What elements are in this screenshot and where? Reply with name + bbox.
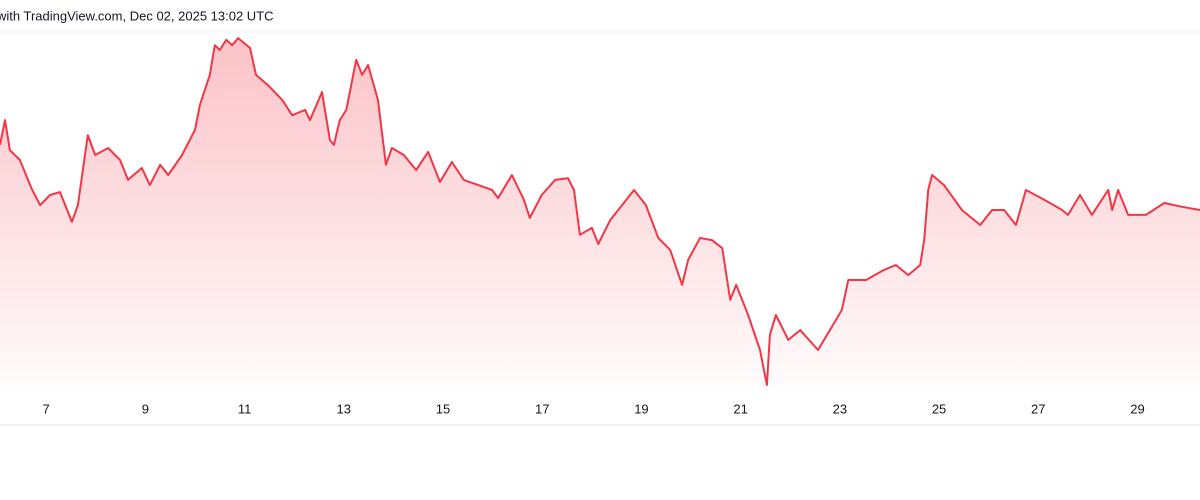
chart-title: with TradingView.com, Dec 02, 2025 13:02… — [0, 8, 274, 23]
x-tick-label: 19 — [634, 401, 648, 416]
x-tick-label: 7 — [43, 401, 50, 416]
x-tick-label: 9 — [142, 401, 149, 416]
x-tick-label: 29 — [1130, 401, 1144, 416]
x-tick-label: 17 — [535, 401, 549, 416]
x-tick-label: 21 — [733, 401, 747, 416]
x-tick-label: 27 — [1031, 401, 1045, 416]
x-tick-label: 13 — [337, 401, 351, 416]
price-line — [0, 37, 1200, 386]
x-tick-label: 15 — [436, 401, 450, 416]
area-fill — [0, 38, 1200, 385]
x-tick-label: 25 — [932, 401, 946, 416]
x-tick-label: 23 — [833, 401, 847, 416]
x-tick-label: 11 — [238, 401, 252, 416]
